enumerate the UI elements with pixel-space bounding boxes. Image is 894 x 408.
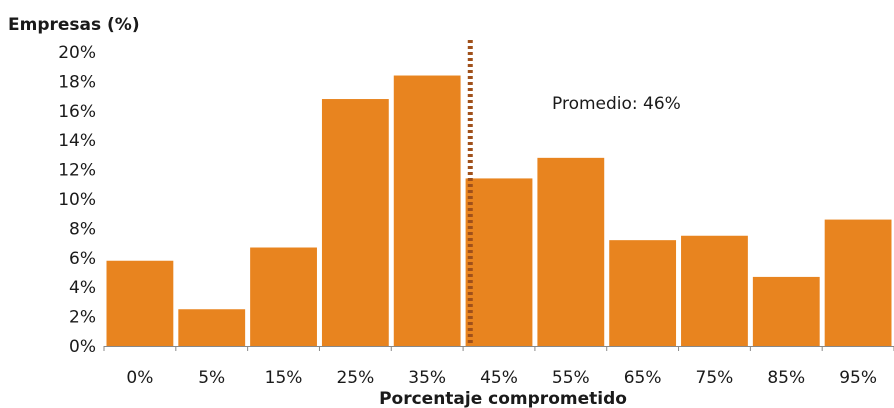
x-tick-label: 45% <box>480 368 518 388</box>
y-axis-ticks: 0% 2% 4% 6% 8% 10% 12% 14% 16% 18% 20% <box>58 43 96 357</box>
x-tick-label: 5% <box>198 368 225 388</box>
x-tick-label: 75% <box>696 368 734 388</box>
x-tick-label: 25% <box>336 368 374 388</box>
x-tick-label: 65% <box>624 368 662 388</box>
bar <box>178 309 246 346</box>
bar <box>250 247 317 346</box>
bar <box>752 276 820 346</box>
x-tick-label: 35% <box>408 368 446 388</box>
bar <box>393 75 461 347</box>
y-tick-label: 10% <box>58 190 96 210</box>
y-axis-title: Empresas (%) <box>8 15 140 35</box>
y-tick-label: 6% <box>69 249 96 269</box>
bar <box>609 240 677 346</box>
x-tick-label: 85% <box>767 368 805 388</box>
x-axis-title: Porcentaje comprometido <box>379 389 627 408</box>
y-tick-label: 12% <box>58 161 96 181</box>
bars <box>106 75 892 347</box>
y-tick-label: 0% <box>69 337 96 357</box>
bar <box>465 178 533 346</box>
x-axis <box>103 346 894 351</box>
y-tick-label: 18% <box>58 72 96 92</box>
x-tick-label: 0% <box>126 368 153 388</box>
bar <box>681 235 748 346</box>
y-tick-label: 14% <box>58 131 96 151</box>
y-tick-label: 8% <box>69 219 96 239</box>
bar <box>537 157 605 346</box>
x-tick-label: 95% <box>839 368 877 388</box>
y-tick-label: 4% <box>69 278 96 298</box>
bar <box>106 260 174 346</box>
average-label: Promedio: 46% <box>552 94 681 114</box>
y-tick-label: 20% <box>58 43 96 63</box>
y-tick-label: 16% <box>58 102 96 122</box>
x-tick-label: 15% <box>265 368 303 388</box>
x-axis-ticks: 0% 5% 15% 25% 35% 45% 55% 65% 75% 85% 95% <box>126 368 877 388</box>
bar <box>321 99 389 346</box>
bar <box>824 219 892 346</box>
x-tick-label: 55% <box>552 368 590 388</box>
y-tick-label: 2% <box>69 308 96 328</box>
